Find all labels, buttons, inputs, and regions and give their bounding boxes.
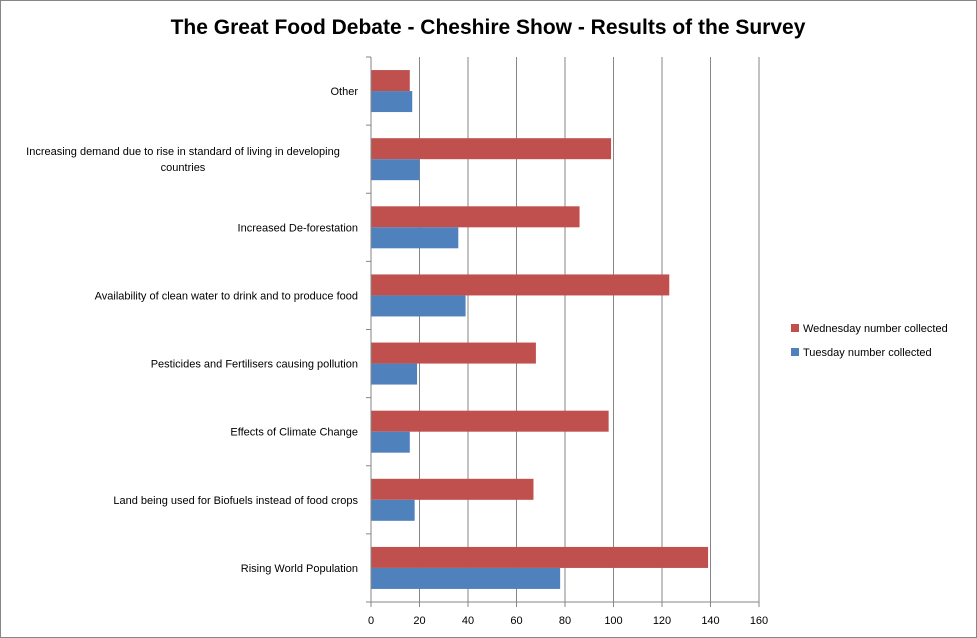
bar-tuesday: [371, 91, 413, 113]
bar-tuesday: [371, 499, 415, 521]
category-label: Other: [330, 86, 358, 98]
bar-wednesday: [371, 70, 410, 92]
legend-swatch: [791, 324, 799, 332]
bar-wednesday: [371, 274, 670, 296]
legend-swatch: [791, 348, 799, 356]
x-tick-label: 80: [559, 615, 571, 627]
bar-tuesday: [371, 159, 420, 181]
category-label: countries: [161, 162, 206, 174]
x-tick-label: 100: [604, 615, 622, 627]
chart-title: The Great Food Debate - Cheshire Show - …: [171, 16, 806, 39]
category-label: Increased De-forestation: [238, 222, 358, 234]
category-label: Rising World Population: [241, 563, 358, 575]
bar-wednesday: [371, 478, 534, 500]
category-label: Availability of clean water to drink and…: [95, 290, 358, 302]
bar-wednesday: [371, 206, 580, 228]
bar-wednesday: [371, 410, 609, 432]
x-tick-label: 40: [462, 615, 474, 627]
category-label: Effects of Climate Change: [230, 427, 358, 439]
x-tick-label: 60: [510, 615, 522, 627]
bar-tuesday: [371, 567, 561, 589]
x-tick-label: 160: [750, 615, 768, 627]
bar-tuesday: [371, 227, 459, 249]
bar-tuesday: [371, 295, 466, 317]
x-tick-label: 0: [368, 615, 374, 627]
legend-label: Wednesday number collected: [803, 323, 948, 335]
bar-tuesday: [371, 363, 418, 385]
x-tick-label: 120: [653, 615, 671, 627]
category-label: Increasing demand due to rise in standar…: [26, 146, 340, 158]
bar-wednesday: [371, 546, 709, 568]
bar-wednesday: [371, 342, 536, 364]
legend-label: Tuesday number collected: [803, 347, 932, 359]
category-label: Land being used for Biofuels instead of …: [113, 495, 358, 507]
x-tick-label: 20: [413, 615, 425, 627]
bar-wednesday: [371, 138, 612, 160]
category-label: Pesticides and Fertilisers causing pollu…: [151, 359, 358, 371]
bar-tuesday: [371, 431, 410, 453]
x-tick-label: 140: [701, 615, 719, 627]
